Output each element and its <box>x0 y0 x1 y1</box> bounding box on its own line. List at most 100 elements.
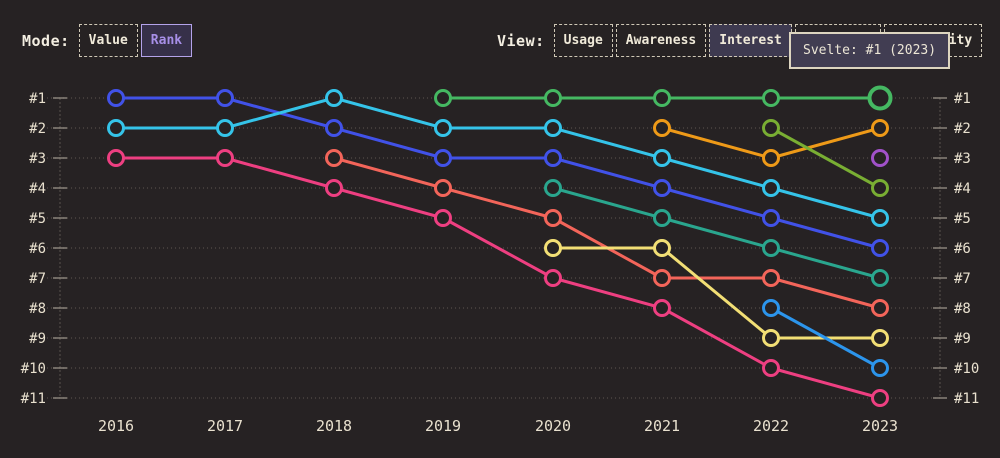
point-Svelte-2023-highlighted[interactable] <box>867 85 893 111</box>
point-orange-2021[interactable] <box>653 119 671 137</box>
point-orange-2023[interactable] <box>871 119 889 137</box>
point-olive-2023[interactable] <box>871 179 889 197</box>
point-lightblue-2023[interactable] <box>871 359 889 377</box>
y-axis-label-right-4: #4 <box>954 181 971 197</box>
x-axis-label-2023: 2023 <box>862 417 898 435</box>
series-line-teal <box>551 186 882 280</box>
point-Svelte-2019[interactable] <box>434 89 452 107</box>
y-axis-label-left-2: #2 <box>29 121 46 137</box>
series-line-lightblue <box>769 306 882 370</box>
view-option-interest[interactable]: Interest <box>709 24 792 57</box>
view-option-usage[interactable]: Usage <box>553 24 613 57</box>
y-axis-label-right-11: #11 <box>954 391 979 407</box>
point-blue-2021[interactable] <box>653 179 671 197</box>
point-teal-2020[interactable] <box>544 179 562 197</box>
y-axis-label-left-3: #3 <box>29 151 46 167</box>
point-blue-2019[interactable] <box>434 149 452 167</box>
mode-switcher: Mode: Value Rank <box>22 24 193 57</box>
point-Svelte-2021[interactable] <box>653 89 671 107</box>
point-cyan-2023[interactable] <box>871 209 889 227</box>
y-axis-label-left-6: #6 <box>29 241 46 257</box>
point-yellow-2022[interactable] <box>762 329 780 347</box>
point-orange-2022[interactable] <box>762 149 780 167</box>
point-pink-2016[interactable] <box>107 149 125 167</box>
y-axis-label-right-3: #3 <box>954 151 971 167</box>
mode-label: Mode: <box>22 31 70 50</box>
hover-tooltip: Svelte: #1 (2023) <box>789 32 951 69</box>
point-blue-2018[interactable] <box>325 119 343 137</box>
point-salmon-2021[interactable] <box>653 269 671 287</box>
point-salmon-2018[interactable] <box>325 149 343 167</box>
point-olive-2022[interactable] <box>762 119 780 137</box>
x-axis-label-2021: 2021 <box>644 417 680 435</box>
series-line-blue <box>114 96 882 250</box>
point-cyan-2021[interactable] <box>653 149 671 167</box>
point-salmon-2019[interactable] <box>434 179 452 197</box>
view-option-awareness[interactable]: Awareness <box>615 24 707 57</box>
point-teal-2022[interactable] <box>762 239 780 257</box>
x-axis-label-2019: 2019 <box>425 417 461 435</box>
mode-option-value[interactable]: Value <box>78 24 138 57</box>
point-teal-2021[interactable] <box>653 209 671 227</box>
point-cyan-2022[interactable] <box>762 179 780 197</box>
point-cyan-2016[interactable] <box>107 119 125 137</box>
point-salmon-2023[interactable] <box>871 299 889 317</box>
y-axis-label-right-10: #10 <box>954 361 979 377</box>
view-label: View: <box>497 31 545 50</box>
point-blue-2020[interactable] <box>544 149 562 167</box>
point-pink-2019[interactable] <box>434 209 452 227</box>
y-axis-label-right-6: #6 <box>954 241 971 257</box>
point-pink-2021[interactable] <box>653 299 671 317</box>
mode-option-rank[interactable]: Rank <box>140 24 193 57</box>
point-yellow-2023[interactable] <box>871 329 889 347</box>
tooltip-text: Svelte: #1 (2023) <box>803 43 937 58</box>
point-yellow-2020[interactable] <box>544 239 562 257</box>
x-axis-label-2016: 2016 <box>98 417 134 435</box>
x-axis-label-2020: 2020 <box>535 417 571 435</box>
y-axis-label-left-1: #1 <box>29 91 46 107</box>
point-Svelte-2020[interactable] <box>544 89 562 107</box>
point-cyan-2019[interactable] <box>434 119 452 137</box>
series-line-cyan <box>114 96 882 220</box>
point-pink-2020[interactable] <box>544 269 562 287</box>
point-salmon-2022[interactable] <box>762 269 780 287</box>
series-line-salmon <box>332 156 882 310</box>
point-lightblue-2022[interactable] <box>762 299 780 317</box>
point-pink-2022[interactable] <box>762 359 780 377</box>
point-cyan-2020[interactable] <box>544 119 562 137</box>
mode-options: Value Rank <box>78 24 193 57</box>
y-axis-label-right-9: #9 <box>954 331 971 347</box>
point-Svelte-2022[interactable] <box>762 89 780 107</box>
point-cyan-2018[interactable] <box>325 89 343 107</box>
x-axis-label-2022: 2022 <box>753 417 789 435</box>
y-axis-label-right-5: #5 <box>954 211 971 227</box>
point-blue-2023[interactable] <box>871 239 889 257</box>
point-cyan-2017[interactable] <box>216 119 234 137</box>
point-blue-2017[interactable] <box>216 89 234 107</box>
y-axis-label-right-8: #8 <box>954 301 971 317</box>
point-salmon-2020[interactable] <box>544 209 562 227</box>
point-yellow-2021[interactable] <box>653 239 671 257</box>
x-axis-label-2018: 2018 <box>316 417 352 435</box>
y-axis-label-left-4: #4 <box>29 181 46 197</box>
series-line-pink <box>114 156 882 400</box>
y-axis-label-left-5: #5 <box>29 211 46 227</box>
y-axis-label-right-7: #7 <box>954 271 971 287</box>
y-axis-label-right-1: #1 <box>954 91 971 107</box>
point-pink-2023[interactable] <box>871 389 889 407</box>
point-blue-2022[interactable] <box>762 209 780 227</box>
y-axis-label-left-10: #10 <box>21 361 46 377</box>
y-axis-label-left-7: #7 <box>29 271 46 287</box>
x-axis-label-2017: 2017 <box>207 417 243 435</box>
point-blue-2016[interactable] <box>107 89 125 107</box>
y-axis-label-right-2: #2 <box>954 121 971 137</box>
point-purple-2023[interactable] <box>871 149 889 167</box>
point-teal-2023[interactable] <box>871 269 889 287</box>
point-pink-2018[interactable] <box>325 179 343 197</box>
y-axis-label-left-11: #11 <box>21 391 46 407</box>
series-line-olive <box>769 126 882 190</box>
point-pink-2017[interactable] <box>216 149 234 167</box>
y-axis-label-left-8: #8 <box>29 301 46 317</box>
